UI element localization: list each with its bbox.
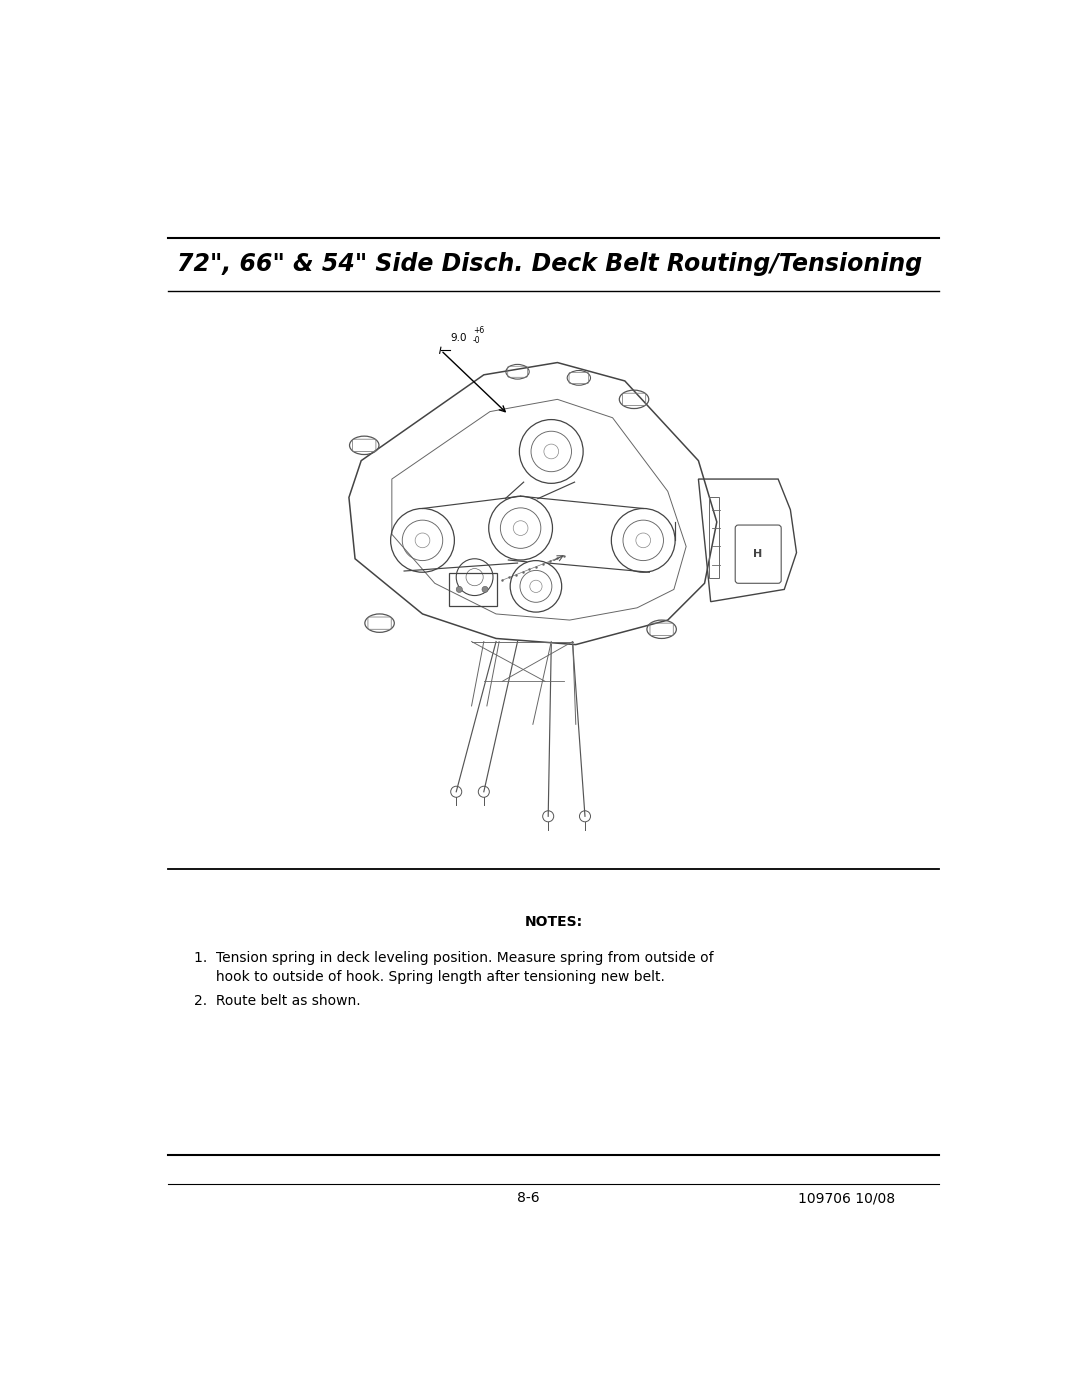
Text: 72", 66" & 54" Side Disch. Deck Belt Routing/Tensioning: 72", 66" & 54" Side Disch. Deck Belt Rou…	[177, 251, 922, 275]
Text: 8-6: 8-6	[517, 1192, 540, 1206]
Text: 1.  Tension spring in deck leveling position. Measure spring from outside of
   : 1. Tension spring in deck leveling posit…	[193, 951, 713, 985]
Text: NOTES:: NOTES:	[525, 915, 582, 929]
Text: 2.  Route belt as shown.: 2. Route belt as shown.	[193, 993, 361, 1007]
Text: 109706 10/08: 109706 10/08	[798, 1192, 895, 1206]
